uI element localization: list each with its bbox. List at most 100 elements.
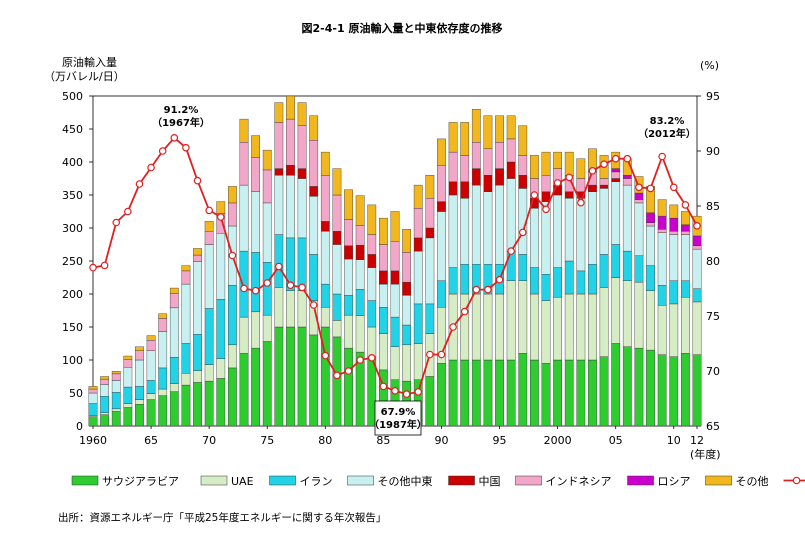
- bar-segment: [390, 316, 400, 348]
- bar-segment: [379, 270, 388, 285]
- bar-segment: [181, 373, 191, 386]
- bar-segment: [553, 267, 562, 298]
- bar-segment: [413, 184, 423, 209]
- legend-swatch: [71, 475, 99, 486]
- dependency-point: [367, 353, 376, 362]
- bar-segment: [553, 194, 562, 268]
- bar-segment: [123, 407, 133, 427]
- bar-segment: [355, 315, 365, 353]
- x-tick-label: 70: [202, 434, 216, 447]
- bar-segment: [181, 384, 191, 427]
- bar-segment: [239, 141, 249, 186]
- bar-segment: [460, 181, 470, 199]
- bar-segment: [448, 181, 458, 196]
- bar-segment: [681, 211, 690, 225]
- y-tick-label: 150: [62, 321, 83, 334]
- bar-segment: [355, 259, 365, 290]
- x-tick-label: 65: [144, 434, 158, 447]
- bar-segment: [193, 382, 202, 427]
- bar-segment: [495, 293, 504, 361]
- bar-segment: [506, 178, 516, 252]
- bar-segment: [286, 165, 295, 176]
- bar-segment: [146, 350, 156, 381]
- bar-segment: [297, 168, 307, 179]
- annotation-text: 67.9%: [381, 407, 416, 418]
- bar-segment: [518, 155, 528, 176]
- bar-segment: [657, 285, 667, 306]
- bar-segment: [262, 149, 272, 171]
- y2-tick-label: 65: [706, 420, 720, 433]
- bar-segment: [460, 155, 470, 182]
- y2-tick-label: 80: [706, 255, 720, 268]
- bar-segment: [228, 285, 237, 346]
- legend-swatch: [347, 475, 374, 486]
- bar-segment: [588, 184, 597, 192]
- bar-segment: [123, 359, 133, 368]
- bar-segment: [88, 388, 98, 394]
- bar-segment: [181, 283, 191, 344]
- bar-segment: [320, 174, 330, 222]
- bar-segment: [530, 359, 539, 427]
- bar-segment: [646, 222, 655, 227]
- bar-segment: [332, 244, 342, 295]
- bar-segment: [204, 308, 214, 365]
- bar-segment: [216, 201, 226, 214]
- bar-segment: [286, 174, 295, 239]
- bar-segment: [425, 198, 435, 229]
- bar-segment: [355, 244, 365, 260]
- bar-segment: [158, 388, 168, 396]
- bar-segment: [332, 293, 342, 321]
- bar-segment: [518, 174, 528, 189]
- bar-segment: [367, 234, 377, 255]
- y-axis-label-line2: （万バレル/日）: [44, 70, 125, 83]
- bar-segment: [146, 399, 156, 427]
- legend-swatch: [515, 475, 542, 486]
- bar-segment: [634, 202, 644, 256]
- bar-segment: [646, 290, 655, 351]
- bar-segment: [576, 359, 586, 427]
- bar-segment: [506, 280, 516, 361]
- bar-segment: [111, 373, 121, 381]
- bar-segment: [413, 237, 423, 252]
- dependency-point: [263, 279, 272, 287]
- bar-segment: [251, 347, 260, 427]
- bar-segment: [390, 270, 400, 285]
- bar-segment: [425, 227, 435, 239]
- bar-segment: [460, 264, 470, 295]
- bar-segment: [100, 396, 109, 413]
- bar-segment: [646, 265, 655, 291]
- bar-segment: [204, 380, 214, 427]
- bar-segment: [297, 178, 307, 239]
- bar-segment: [576, 270, 586, 295]
- bar-segment: [437, 201, 446, 212]
- x-tick-label: 1960: [79, 434, 107, 447]
- bar-segment: [367, 267, 377, 301]
- bar-segment: [158, 331, 168, 369]
- dependency-point: [646, 184, 655, 193]
- legend-swatch: [448, 475, 475, 486]
- dependency-point: [507, 247, 515, 255]
- bar-segment: [657, 305, 667, 355]
- bar-segment: [657, 232, 667, 286]
- dependency-point: [681, 201, 690, 209]
- dependency-point: [426, 350, 434, 359]
- dependency-point: [379, 382, 388, 391]
- x-tick-label: 95: [493, 434, 507, 447]
- bar-segment: [402, 295, 411, 326]
- bar-segment: [158, 395, 168, 427]
- bar-segment: [495, 168, 504, 186]
- source-note: 出所：資源エネルギー庁「平成25年度エネルギーに関する年次報告」: [58, 511, 386, 524]
- bar-segment: [367, 326, 377, 357]
- bar-segment: [681, 297, 690, 354]
- bar-segment: [448, 267, 458, 295]
- bar-segment: [100, 384, 109, 397]
- bar-segment: [681, 280, 690, 298]
- legend-label: ロシア: [658, 475, 691, 488]
- bar-segment: [564, 293, 574, 361]
- dependency-point: [205, 206, 213, 215]
- dependency-point: [228, 251, 237, 260]
- bar-segment: [309, 140, 319, 187]
- bar-segment: [599, 254, 609, 288]
- dependency-point: [193, 176, 202, 185]
- bar-segment: [193, 261, 202, 335]
